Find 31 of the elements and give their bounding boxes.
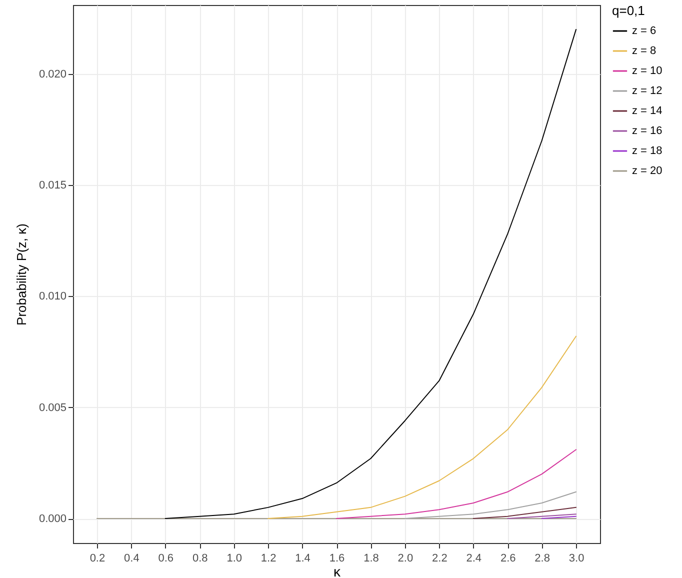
legend-label: z = 16 — [632, 125, 662, 137]
x-tick-label: 1.2 — [260, 552, 276, 564]
x-tick-label: 0.6 — [158, 552, 174, 564]
x-tick-label: 2.6 — [500, 552, 516, 564]
legend-label: z = 18 — [632, 145, 662, 157]
x-tick-label: 3.0 — [568, 552, 584, 564]
legend-label: z = 14 — [632, 105, 662, 117]
legend-label: z = 10 — [632, 65, 662, 77]
x-tick-label: 1.6 — [329, 552, 345, 564]
y-tick-label: 0.005 — [38, 402, 66, 414]
x-tick-label: 2.8 — [534, 552, 550, 564]
x-tick-label: 1.8 — [364, 552, 379, 564]
y-tick-label: 0.020 — [38, 68, 66, 80]
y-tick-label: 0.010 — [38, 290, 66, 303]
legend-label: z = 8 — [632, 45, 656, 57]
legend-label: z = 20 — [632, 165, 662, 177]
x-tick-label: 0.2 — [90, 552, 106, 564]
x-tick-label: 2.2 — [432, 552, 448, 564]
x-tick-label: 0.8 — [192, 552, 208, 564]
x-tick-label: 2.4 — [466, 552, 482, 564]
x-tick-label: 1.4 — [295, 552, 310, 564]
y-tick-label: 0.000 — [38, 513, 66, 526]
x-axis-title: κ — [334, 564, 342, 578]
legend-label: z = 6 — [632, 25, 656, 37]
y-tick-label: 0.015 — [38, 180, 66, 192]
x-tick-label: 1.0 — [226, 552, 242, 564]
legend-label: z = 12 — [632, 85, 662, 97]
x-tick-label: 2.0 — [398, 552, 414, 564]
legend-title: q=0,1 — [612, 3, 645, 18]
x-tick-label: 0.4 — [124, 552, 140, 564]
y-axis-title: Probability P(z, κ) — [14, 224, 29, 326]
